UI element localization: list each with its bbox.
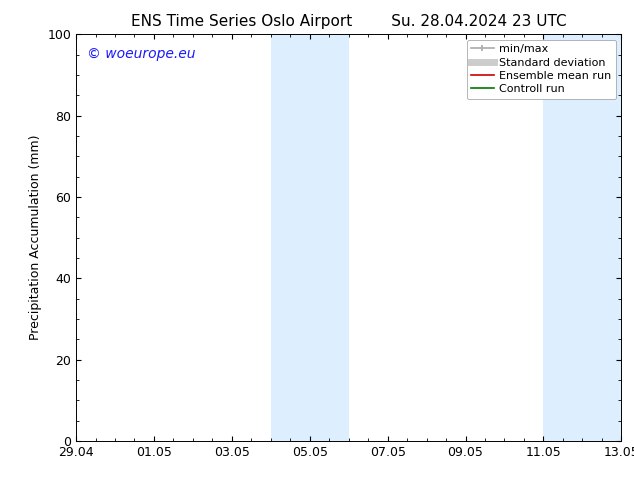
Y-axis label: Precipitation Accumulation (mm): Precipitation Accumulation (mm) (29, 135, 42, 341)
Title: ENS Time Series Oslo Airport        Su. 28.04.2024 23 UTC: ENS Time Series Oslo Airport Su. 28.04.2… (131, 14, 567, 29)
Text: © woeurope.eu: © woeurope.eu (87, 47, 195, 60)
Bar (271, 34, 349, 441)
Legend: min/max, Standard deviation, Ensemble mean run, Controll run: min/max, Standard deviation, Ensemble me… (467, 40, 616, 99)
Bar (543, 34, 621, 441)
